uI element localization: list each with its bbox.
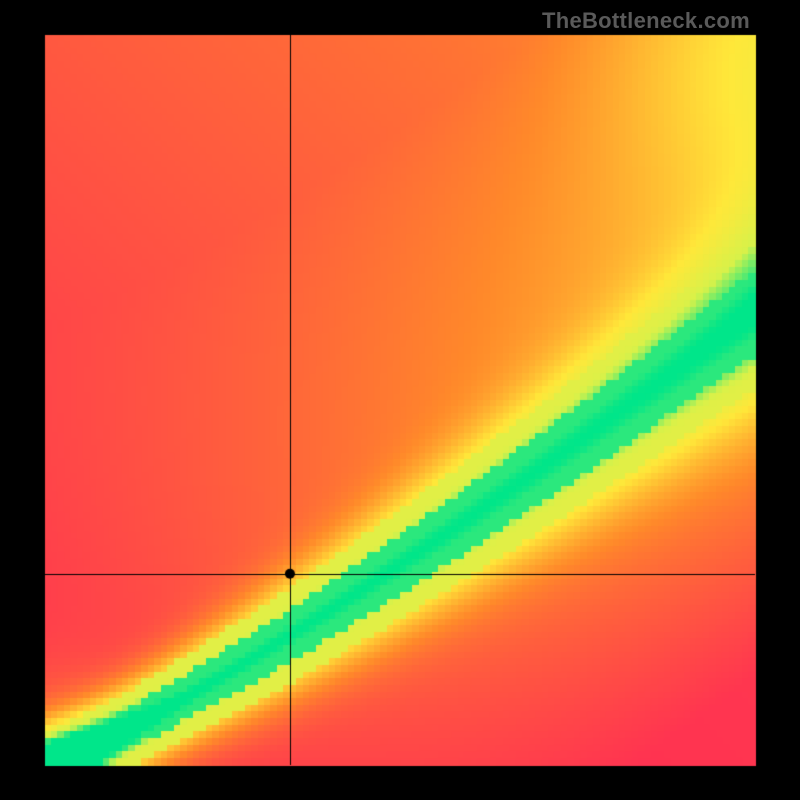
bottleneck-heatmap [0,0,800,800]
chart-container: TheBottleneck.com [0,0,800,800]
watermark-text: TheBottleneck.com [542,8,750,34]
